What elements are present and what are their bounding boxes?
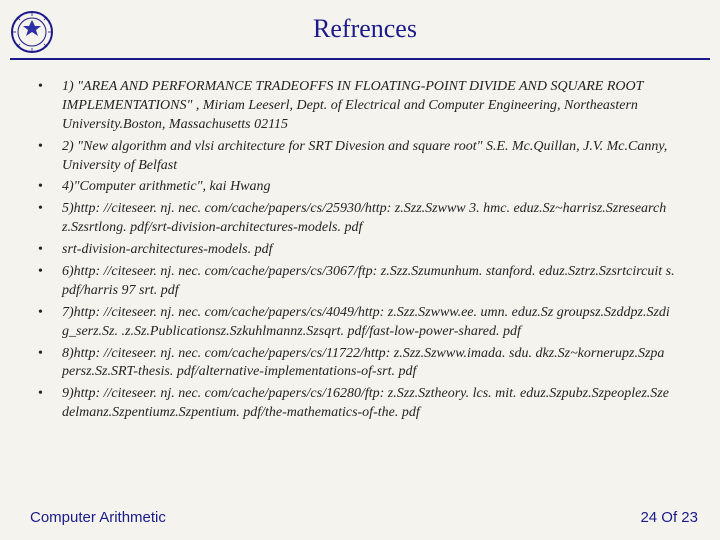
footer-right: 24 Of 23 bbox=[640, 509, 698, 526]
page-title: Refrences bbox=[54, 14, 720, 44]
list-item: 5)http: //citeseer. nj. nec. com/cache/p… bbox=[34, 200, 692, 238]
header: Refrences bbox=[0, 0, 720, 58]
university-seal-icon bbox=[10, 10, 54, 54]
list-item: 6)http: //citeseer. nj. nec. com/cache/p… bbox=[34, 263, 692, 301]
list-item: 1) "AREA AND PERFORMANCE TRADEOFFS IN FL… bbox=[34, 78, 692, 135]
content-area: 1) "AREA AND PERFORMANCE TRADEOFFS IN FL… bbox=[0, 60, 720, 423]
list-item: 8)http: //citeseer. nj. nec. com/cache/p… bbox=[34, 345, 692, 383]
list-item: 4)"Computer arithmetic", kai Hwang bbox=[34, 178, 692, 197]
list-item: 2) "New algorithm and vlsi architecture … bbox=[34, 138, 692, 176]
list-item: srt-division-architectures-models. pdf bbox=[34, 241, 692, 260]
reference-list: 1) "AREA AND PERFORMANCE TRADEOFFS IN FL… bbox=[34, 78, 692, 423]
footer: Computer Arithmetic 24 Of 23 bbox=[0, 509, 720, 526]
footer-left: Computer Arithmetic bbox=[30, 509, 166, 526]
list-item: 7)http: //citeseer. nj. nec. com/cache/p… bbox=[34, 304, 692, 342]
slide: Refrences 1) "AREA AND PERFORMANCE TRADE… bbox=[0, 0, 720, 540]
list-item: 9)http: //citeseer. nj. nec. com/cache/p… bbox=[34, 385, 692, 423]
